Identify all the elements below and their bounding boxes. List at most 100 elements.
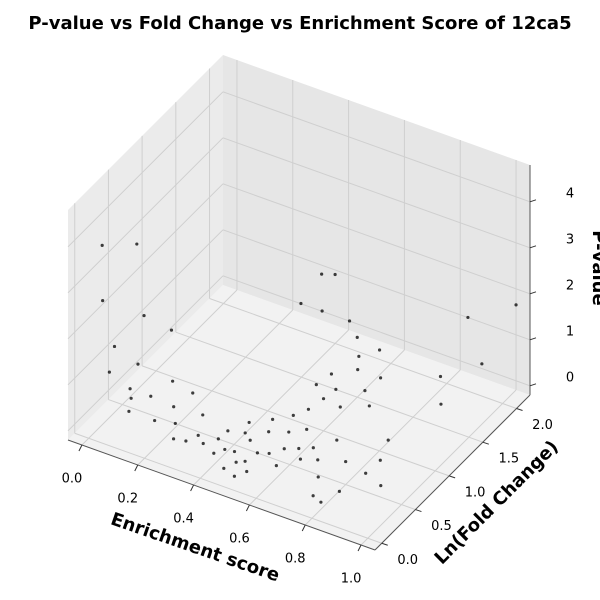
point [127,409,131,413]
x-axis-line [67,439,376,551]
point [135,242,139,246]
x-tick [78,444,83,452]
point [357,354,361,358]
y-tick [448,475,456,479]
z-tick [529,383,537,387]
y-tick-label: 1.5 [498,452,519,467]
x-tick [134,464,139,472]
point [201,413,205,417]
point [305,427,309,431]
grid-line [209,298,517,409]
grid-line [67,183,224,340]
point [101,299,105,303]
point [311,446,315,450]
z-tick-label: 0 [566,370,574,385]
point [364,471,368,475]
point [184,439,188,443]
point [356,368,360,372]
point [439,402,443,406]
x-tick-label: 0.0 [62,472,83,487]
point [379,484,383,488]
point [347,319,352,323]
x-tick-label: 0.8 [285,552,306,567]
y-tick-label: 0.5 [431,519,452,534]
grid-line [67,229,224,386]
point [222,466,226,470]
point [319,500,323,504]
point [247,420,251,425]
point [282,447,286,451]
point [314,383,318,387]
point [196,433,200,437]
point [136,362,140,366]
x-tick-label: 1.0 [341,572,362,587]
grid-line [108,399,416,511]
grid-line [67,91,224,248]
point [112,344,117,349]
z-axis-label: P-value [588,230,600,305]
point [232,449,237,454]
point [329,372,334,376]
point [212,451,216,455]
grid-line [222,229,531,341]
point [201,441,205,446]
point [267,430,271,434]
point [344,459,348,464]
point [377,348,382,352]
back-pane [223,55,530,395]
point [128,387,132,391]
point [255,451,260,455]
point [267,451,271,456]
x-tick [357,544,362,552]
point [191,391,195,395]
point [291,413,295,417]
y-tick [482,441,489,445]
x-tick-label: 0.2 [117,492,138,507]
x-tick-label: 0.4 [173,512,194,527]
point [298,457,303,461]
point [320,309,324,313]
z-tick-label: 3 [566,232,574,247]
point [378,458,382,462]
grid-line [222,91,531,203]
point [232,474,236,478]
point [248,438,252,442]
point [271,417,275,421]
x-tick [245,504,250,512]
grid-line [222,137,531,249]
point [149,394,153,398]
point [243,459,247,463]
z-tick [529,199,537,203]
y-tick [415,509,422,513]
point [363,388,367,393]
grid-line [222,275,531,387]
point [514,303,518,307]
x-axis-label: Enrichment score [108,509,282,587]
point [367,404,371,408]
y-tick [381,542,388,546]
grid-line [249,349,405,506]
grid-line [67,275,224,432]
point [169,328,174,332]
point [129,396,133,400]
y-tick [516,408,523,411]
z-tick-label: 4 [566,186,574,201]
x-tick [301,524,306,532]
point [386,438,390,442]
point [171,437,176,441]
point [338,405,342,409]
y-tick-label: 0.0 [397,553,418,568]
point [107,370,111,374]
point [171,379,175,383]
point [333,272,337,277]
point [337,489,341,493]
point [100,243,104,247]
point [173,421,177,426]
floor-pane [68,285,530,550]
x-tick-label: 0.6 [229,532,250,547]
z-tick-label: 1 [566,324,574,339]
point [223,447,227,452]
z-tick [529,245,537,249]
point [438,374,443,379]
